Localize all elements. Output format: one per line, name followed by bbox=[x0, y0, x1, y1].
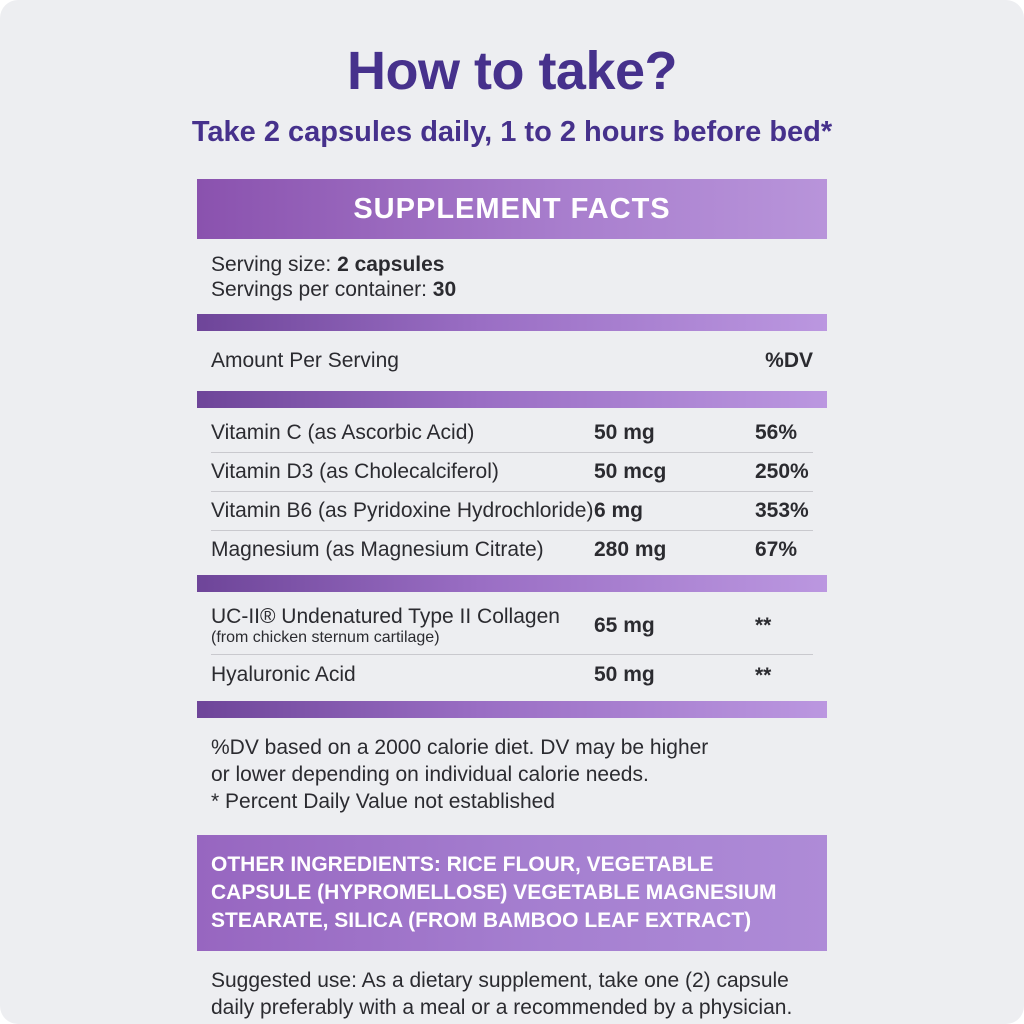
amount-per-serving-label: Amount Per Serving bbox=[211, 349, 399, 372]
ingredient-name-block: UC-II® Undenatured Type II Collagen (fro… bbox=[211, 605, 594, 647]
table-row: UC-II® Undenatured Type II Collagen (fro… bbox=[211, 598, 813, 654]
other-ingredients-box: OTHER INGREDIENTS: RICE FLOUR, VEGETABLE… bbox=[197, 835, 827, 951]
supplement-facts-panel: SUPPLEMENT FACTS Serving size: 2 capsule… bbox=[197, 179, 827, 1021]
table-row: Vitamin D3 (as Cholecalciferol) 50 mcg 2… bbox=[211, 452, 813, 491]
ingredient-dv: ** bbox=[755, 664, 772, 687]
ingredient-dv: 250% bbox=[755, 460, 809, 483]
ingredient-amount: 6 mg bbox=[594, 499, 644, 522]
dv-note-line: %DV based on a 2000 calorie diet. DV may… bbox=[211, 736, 709, 759]
ingredient-amount: 65 mg bbox=[594, 614, 655, 637]
supplement-facts-header: SUPPLEMENT FACTS bbox=[197, 179, 827, 239]
ingredient-dv: 67% bbox=[755, 538, 798, 561]
dv-column-label: %DV bbox=[765, 349, 813, 372]
servings-per-container-line: Servings per container: 30 bbox=[211, 277, 813, 302]
ingredient-name: UC-II® Undenatured Type II Collagen bbox=[211, 605, 560, 628]
dv-note: %DV based on a 2000 calorie diet. DV may… bbox=[197, 724, 827, 819]
ingredient-dv: ** bbox=[755, 614, 772, 637]
serving-size-value: 2 capsules bbox=[337, 253, 445, 276]
serving-size-line: Serving size: 2 capsules bbox=[211, 252, 813, 277]
ingredient-amount: 280 mg bbox=[594, 538, 667, 561]
table-column-header: Amount Per Serving %DV bbox=[197, 337, 827, 385]
ingredient-subname: (from chicken sternum cartilage) bbox=[211, 629, 440, 646]
ingredient-name: Vitamin B6 (as Pyridoxine Hydrochloride) bbox=[211, 499, 594, 522]
suggested-use: Suggested use: As a dietary supplement, … bbox=[211, 969, 793, 1019]
collagen-table: UC-II® Undenatured Type II Collagen (fro… bbox=[197, 598, 827, 695]
ingredient-dv: 56% bbox=[755, 421, 798, 444]
servings-per-container-label: Servings per container: bbox=[211, 278, 433, 301]
page-title: How to take? bbox=[346, 41, 678, 101]
divider-bar bbox=[197, 575, 827, 592]
ingredient-name: Vitamin D3 (as Cholecalciferol) bbox=[211, 460, 499, 483]
page-subtitle: Take 2 capsules daily, 1 to 2 hours befo… bbox=[191, 116, 833, 148]
servings-per-container-value: 30 bbox=[432, 278, 457, 301]
serving-size-label: Serving size: bbox=[211, 253, 338, 276]
ingredient-amount: 50 mg bbox=[594, 421, 655, 444]
dv-note-line: * Percent Daily Value not established bbox=[211, 790, 555, 813]
ingredient-name: Vitamin C (as Ascorbic Acid) bbox=[211, 421, 475, 444]
ingredient-amount: 50 mg bbox=[594, 663, 655, 686]
vitamin-table: Vitamin C (as Ascorbic Acid) 50 mg 56% V… bbox=[197, 414, 827, 569]
table-row: Vitamin C (as Ascorbic Acid) 50 mg 56% bbox=[211, 414, 813, 452]
table-row: Magnesium (as Magnesium Citrate) 280 mg … bbox=[211, 530, 813, 569]
ingredient-name: Hyaluronic Acid bbox=[211, 663, 356, 686]
ingredient-dv: 353% bbox=[755, 499, 809, 522]
table-row: Hyaluronic Acid 50 mg ** bbox=[211, 654, 813, 695]
ingredient-amount: 50 mcg bbox=[594, 460, 667, 483]
dv-note-line: or lower depending on individual calorie… bbox=[211, 763, 649, 786]
serving-info: Serving size: 2 capsules Servings per co… bbox=[197, 239, 827, 308]
divider-bar bbox=[197, 701, 827, 718]
ingredient-name: Magnesium (as Magnesium Citrate) bbox=[211, 538, 544, 561]
table-row: Vitamin B6 (as Pyridoxine Hydrochloride)… bbox=[211, 491, 813, 530]
divider-bar bbox=[197, 314, 827, 331]
divider-bar bbox=[197, 391, 827, 408]
